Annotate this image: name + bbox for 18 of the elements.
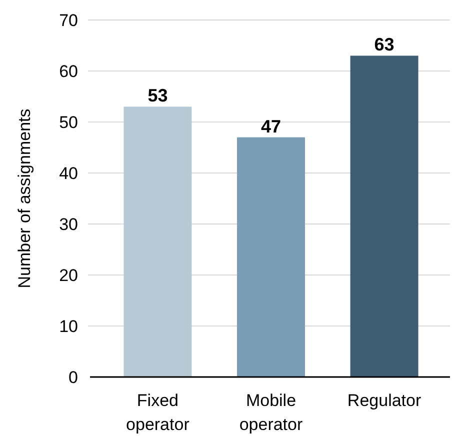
y-tick-label: 0: [68, 368, 78, 387]
data-label: 47: [260, 116, 282, 136]
x-tick-label: Regulator: [347, 391, 422, 410]
data-label: 53: [148, 86, 168, 106]
y-tick-label: 20: [59, 266, 78, 285]
y-tick-label: 60: [59, 62, 78, 81]
y-tick-label: 70: [59, 10, 78, 30]
data-label: 63: [374, 34, 394, 55]
bar: [350, 56, 418, 377]
y-tick-label: 10: [59, 316, 78, 336]
y-tick-label: 50: [59, 112, 78, 132]
bar: [124, 106, 192, 377]
y-tick-label: 30: [59, 214, 78, 234]
x-tick-label: Mobile operator: [239, 391, 303, 434]
y-tick-label: 40: [59, 164, 78, 183]
x-tick-label: Fixed operator: [126, 391, 190, 434]
y-axis-title: Number of assignments: [15, 108, 34, 288]
bar: [237, 137, 305, 377]
